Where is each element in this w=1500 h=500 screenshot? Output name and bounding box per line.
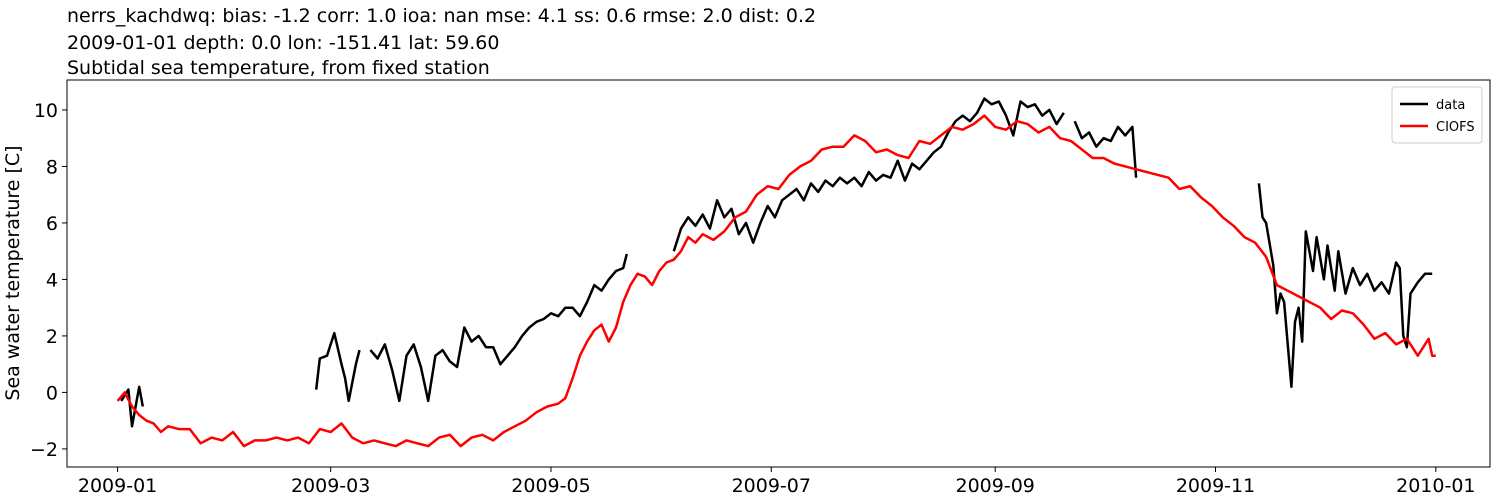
y-axis-label: Sea water temperature [C]	[2, 145, 24, 400]
data-line	[120, 97, 1433, 428]
y-tick-label: −2	[30, 439, 58, 461]
x-tick-label: 2009-11	[1176, 475, 1255, 497]
legend-label: CIOFS	[1436, 120, 1475, 135]
plot-frame	[66, 79, 1491, 468]
y-tick-label: 0	[46, 382, 58, 404]
data-line	[116, 114, 1436, 448]
legend-box	[1391, 86, 1483, 144]
x-tick-label: 2009-03	[291, 475, 370, 497]
legend-label: data	[1436, 98, 1465, 113]
x-tick-label: 2009-09	[956, 475, 1035, 497]
y-tick-label: 6	[46, 213, 58, 235]
y-tick-label: 2	[46, 326, 58, 348]
chart-subtitle: 2009-01-01 depth: 0.0 lon: -151.41 lat: …	[67, 32, 499, 54]
x-tick-label: 2009-05	[511, 475, 590, 497]
x-tick-label: 2009-07	[732, 475, 811, 497]
y-tick-label: 4	[46, 269, 58, 291]
chart-title: nerrs_kachdwq: bias: -1.2 corr: 1.0 ioa:…	[67, 5, 816, 27]
y-tick-label: 10	[34, 100, 58, 122]
legend: data CIOFS	[1391, 86, 1483, 144]
x-tick-label: 2010-01	[1396, 475, 1475, 497]
y-tick-label: 8	[46, 156, 58, 178]
chart-subtitle: Subtidal sea temperature, from fixed sta…	[67, 57, 490, 79]
x-tick-label: 2009-01	[78, 475, 157, 497]
